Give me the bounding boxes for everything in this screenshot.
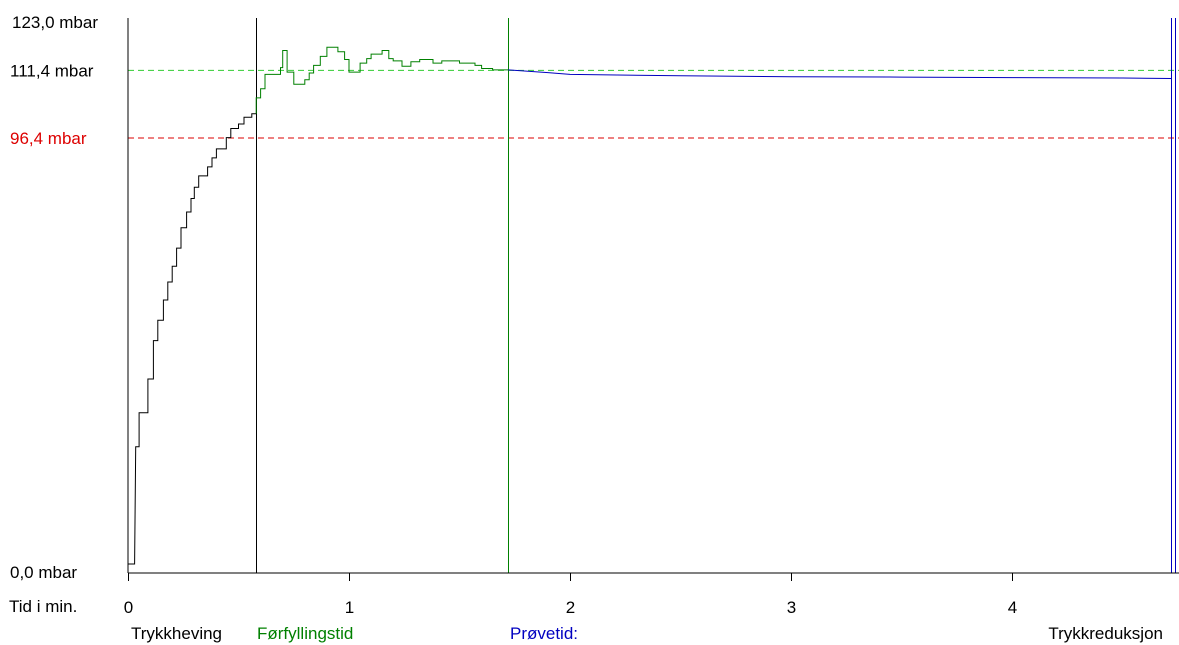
reference-label-1: 96,4 mbar (10, 129, 87, 148)
x-axis-ticks: 0 1 2 3 4 (124, 573, 1017, 617)
phase-label-1: Førfyllingstid (257, 624, 353, 643)
y-max-label: 123,0 mbar (12, 13, 98, 32)
reference-lines (128, 69, 1179, 139)
reference-label-0: 111,4 mbar (10, 61, 94, 80)
series-line-2 (508, 69, 1172, 79)
phase-label-2: Prøvetid: (510, 624, 578, 643)
y-min-label: 0,0 mbar (10, 563, 77, 582)
x-axis-label: Tid i min. (9, 597, 77, 616)
reference-labels: 111,4 mbar 96,4 mbar (10, 61, 94, 148)
x-tick-label-4: 4 (1008, 598, 1017, 617)
phase-label-3: Trykkreduksjon (1048, 624, 1163, 643)
data-series (128, 46, 1172, 565)
x-tick-label-2: 2 (566, 598, 575, 617)
x-tick-label-1: 1 (345, 598, 354, 617)
series-line-1 (255, 46, 509, 114)
series-line-0 (128, 113, 257, 565)
phase-labels: Trykkheving Førfyllingstid Prøvetid: Trykkr… (131, 624, 1163, 643)
x-tick-label-0: 0 (124, 598, 133, 617)
phase-label-0: Trykkheving (131, 624, 222, 643)
x-tick-label-3: 3 (787, 598, 796, 617)
